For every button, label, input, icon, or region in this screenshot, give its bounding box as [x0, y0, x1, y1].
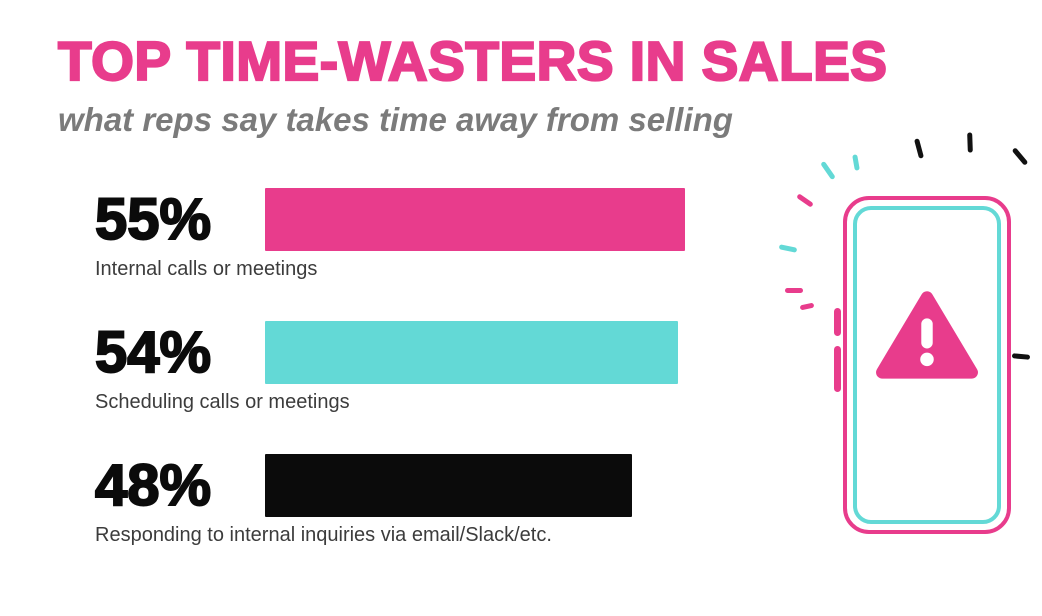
bar-value-label: 55%	[94, 186, 212, 252]
phone-icon	[834, 196, 1011, 534]
bar-scheduling-calls	[265, 321, 678, 384]
confetti-dash	[820, 160, 836, 181]
bar-internal-calls	[265, 188, 685, 251]
bar-category-label: Scheduling calls or meetings	[95, 391, 350, 413]
bar-value-label: 48%	[94, 452, 212, 518]
page-subtitle: what reps say takes time away from selli…	[58, 101, 733, 138]
confetti-dash	[852, 154, 860, 171]
confetti-dash	[778, 244, 798, 253]
bar-chart: 55% Internal calls or meetings 54% Sched…	[94, 186, 715, 587]
confetti-dash	[796, 193, 814, 208]
confetti-dash	[967, 132, 973, 153]
chart-row: 55% Internal calls or meetings	[94, 186, 715, 281]
bar-internal-inquiries	[265, 454, 632, 517]
confetti-dash	[1011, 147, 1029, 166]
phone-side-button	[834, 346, 841, 392]
confetti-dash	[913, 138, 925, 159]
bar-value-label: 54%	[94, 319, 212, 385]
phone-side-button	[834, 308, 841, 336]
phone-screen	[853, 206, 1001, 524]
confetti-dash	[1011, 353, 1031, 360]
page-title: TOP TIME-WASTERS IN SALES	[57, 30, 888, 92]
confetti-dash	[799, 302, 815, 311]
chart-row: 48% Responding to internal inquiries via…	[94, 452, 715, 547]
bar-category-label: Responding to internal inquiries via ema…	[95, 524, 552, 546]
bar-category-label: Internal calls or meetings	[95, 258, 318, 280]
chart-row: 54% Scheduling calls or meetings	[94, 319, 715, 414]
exclamation-triangle-icon	[876, 291, 978, 379]
confetti-dash	[785, 288, 803, 293]
